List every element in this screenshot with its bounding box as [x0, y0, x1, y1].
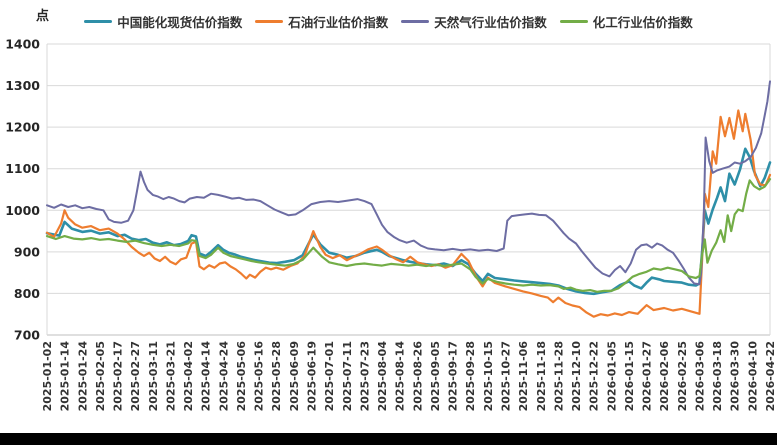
x-tick-label: 2025-07-23 — [358, 341, 371, 411]
x-tick-label: 2025-04-14 — [200, 341, 213, 412]
x-tick-label: 2025-07-01 — [323, 341, 336, 411]
x-tick-label: 2025-05-28 — [270, 341, 283, 411]
x-tick-label: 2025-01-14 — [59, 341, 72, 412]
legend-line-swatch — [84, 20, 113, 23]
x-tick-label: 2025-04-02 — [182, 341, 195, 411]
x-tick-label: 2025-08-04 — [376, 341, 389, 412]
series-line-0 — [45, 147, 772, 296]
legend-item-3[interactable]: 化工行业估价指数 — [559, 12, 693, 31]
legend-label: 中国能化现货估价指数 — [117, 15, 243, 30]
x-tick-label: 2025-07-11 — [341, 341, 354, 411]
series-line-1 — [45, 109, 772, 318]
x-tick-label: 2025-05-16 — [253, 341, 266, 412]
y-tick-label: 1300 — [5, 78, 40, 93]
x-tick-label: 2026-04-22 — [764, 341, 777, 411]
x-tick-label: 2025-08-26 — [411, 341, 424, 412]
series-line-2 — [46, 80, 771, 286]
x-tick-label: 2025-01-02 — [41, 341, 54, 411]
x-tick-label: 2025-12-22 — [588, 341, 601, 411]
x-tick-label: 2025-09-17 — [447, 341, 460, 411]
y-tick-label: 900 — [14, 244, 40, 259]
legend-label: 天然气行业估价指数 — [434, 15, 547, 30]
x-tick-label: 2025-10-27 — [499, 341, 512, 411]
y-tick-label: 1400 — [5, 37, 40, 52]
x-tick-label: 2025-06-09 — [288, 341, 301, 411]
y-tick-label: 800 — [14, 286, 40, 301]
x-tick-label: 2026-03-30 — [729, 341, 742, 412]
x-tick-label: 2025-05-06 — [235, 341, 248, 412]
x-tick-label: 2026-01-05 — [605, 341, 618, 411]
legend-line-swatch — [401, 20, 430, 23]
y-tick-label: 700 — [14, 328, 40, 343]
x-tick-label: 2026-02-06 — [658, 341, 671, 412]
x-tick-label: 2025-08-14 — [394, 341, 407, 412]
x-tick-label: 2025-01-24 — [76, 341, 89, 412]
legend-line-swatch — [559, 20, 588, 23]
y-tick-label: 1000 — [5, 203, 40, 218]
x-tick-label: 2025-04-24 — [217, 341, 230, 412]
legend-line-swatch — [255, 20, 284, 23]
series-line-3 — [45, 178, 772, 293]
x-tick-label: 2025-02-05 — [94, 341, 107, 411]
x-tick-label: 2026-04-10 — [746, 341, 759, 412]
x-tick-label: 2025-02-17 — [112, 341, 125, 411]
x-tick-label: 2025-09-28 — [464, 341, 477, 411]
y-tick-label: 1200 — [5, 120, 40, 135]
legend-item-2[interactable]: 天然气行业估价指数 — [401, 12, 547, 31]
x-tick-label: 2025-12-10 — [570, 341, 583, 412]
y-axis-unit-label: 点 — [36, 9, 50, 24]
x-tick-label: 2025-10-15 — [482, 341, 495, 411]
x-tick-label: 2026-03-06 — [693, 341, 706, 412]
legend-item-0[interactable]: 中国能化现货估价指数 — [84, 12, 242, 31]
x-tick-label: 2025-03-21 — [164, 341, 177, 411]
x-tick-label: 2026-02-25 — [676, 341, 689, 411]
x-tick-label: 2025-03-11 — [147, 341, 160, 411]
x-tick-label: 2025-11-06 — [517, 341, 530, 412]
x-tick-label: 2026-03-18 — [711, 341, 724, 411]
legend-label: 石油行业估价指数 — [288, 15, 389, 30]
chart-legend: 中国能化现货估价指数 石油行业估价指数 天然气行业估价指数 化工行业估价指数 — [0, 12, 777, 31]
x-tick-label: 2025-11-18 — [535, 341, 548, 411]
x-tick-label: 2025-11-28 — [552, 341, 565, 411]
y-tick-label: 1100 — [5, 161, 40, 176]
x-tick-label: 2026-01-27 — [641, 341, 654, 411]
legend-item-1[interactable]: 石油行业估价指数 — [255, 12, 388, 31]
bottom-bar — [0, 433, 777, 445]
x-tick-label: 2025-09-05 — [429, 341, 442, 411]
x-tick-label: 2025-02-27 — [129, 341, 142, 411]
x-tick-label: 2025-06-19 — [306, 341, 319, 411]
legend-label: 化工行业估价指数 — [592, 15, 693, 30]
x-tick-label: 2026-01-15 — [623, 341, 636, 411]
